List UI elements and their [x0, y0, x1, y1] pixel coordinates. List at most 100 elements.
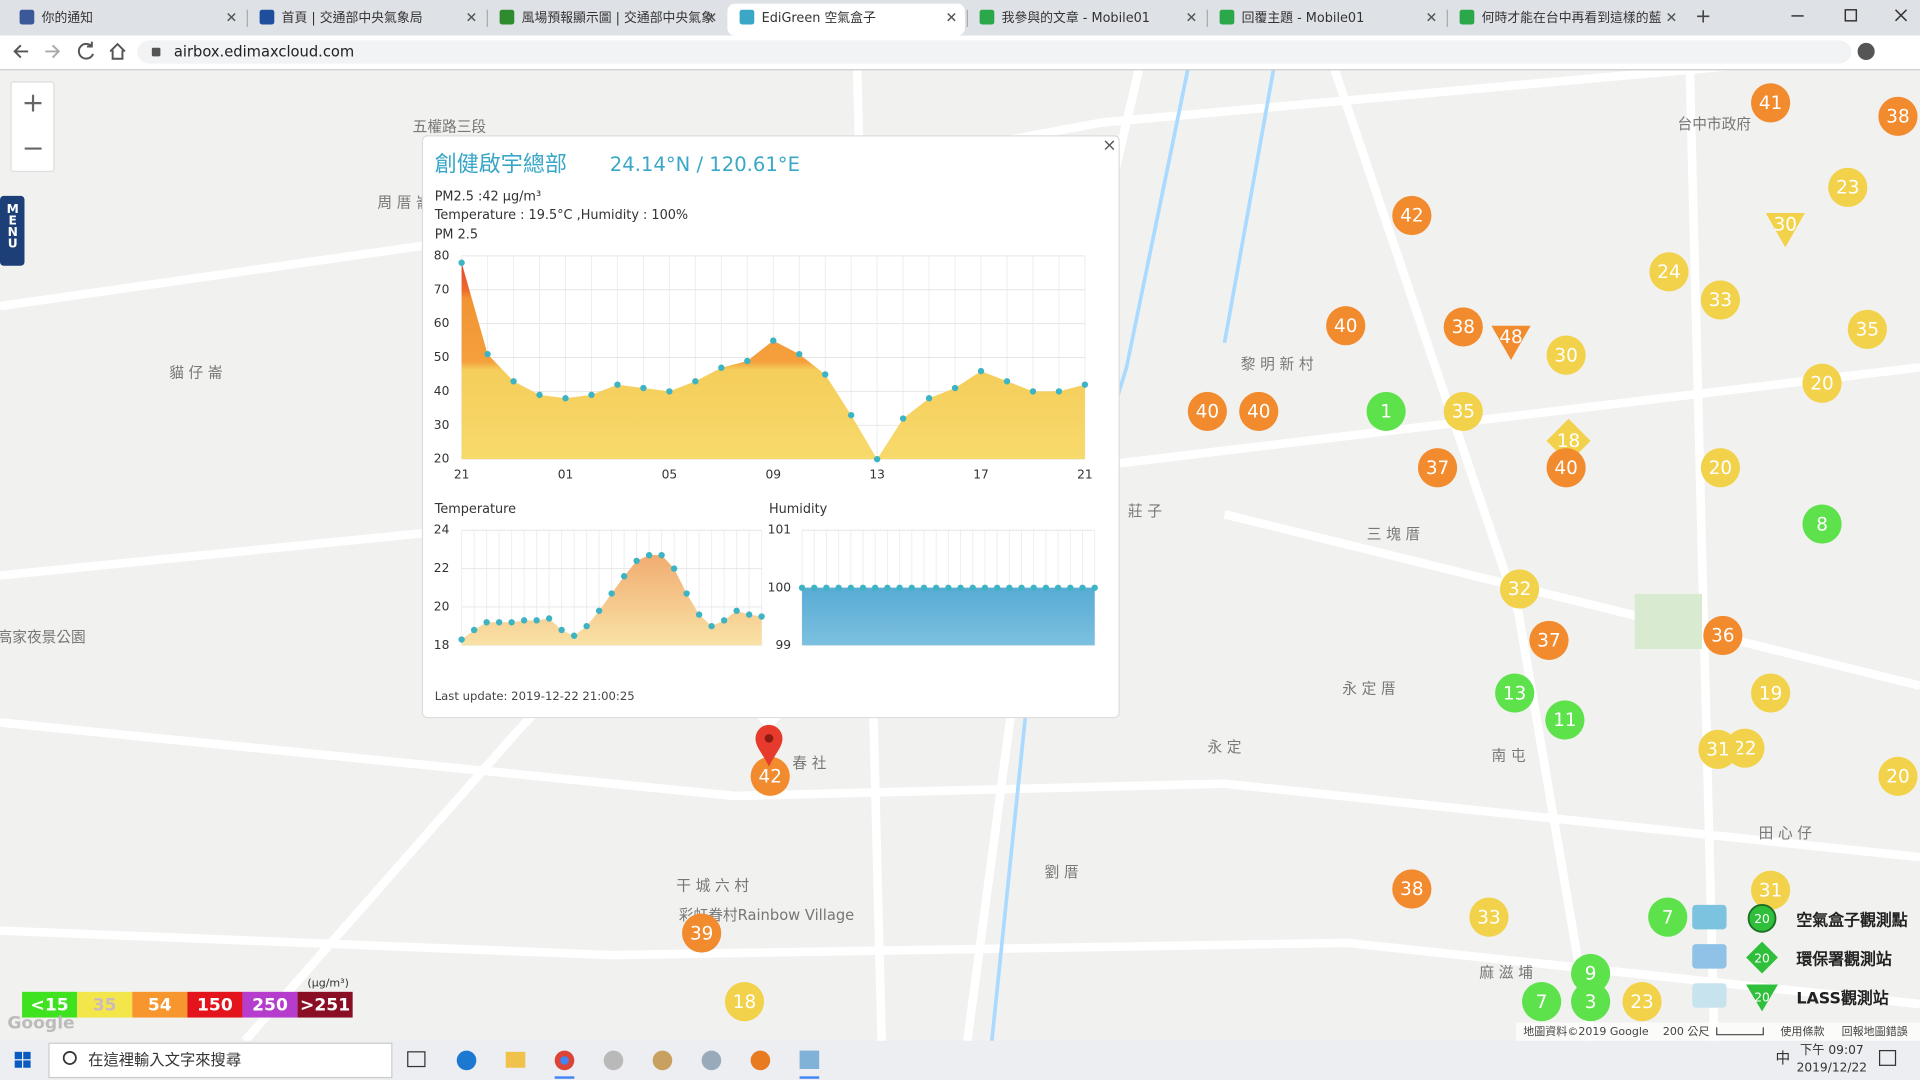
marker-value[interactable]: 38 — [1452, 317, 1475, 338]
tab-title[interactable]: EdiGreen 空氣盒子 — [762, 10, 876, 26]
footer-text[interactable]: 使用條款 — [1780, 1024, 1824, 1038]
notifications[interactable] — [1878, 1050, 1897, 1066]
tab-close[interactable] — [1667, 12, 1676, 22]
marker-value[interactable]: 32 — [1508, 579, 1531, 600]
marker-value[interactable]: 20 — [1886, 767, 1909, 788]
marker-value[interactable]: 13 — [1503, 683, 1526, 704]
tab-close[interactable] — [227, 12, 236, 22]
marker-value[interactable]: 41 — [1759, 93, 1782, 114]
marker-circle[interactable] — [1443, 307, 1483, 347]
marker-circle[interactable] — [1546, 335, 1586, 375]
footer-text[interactable]: 回報地圖錯誤 — [1842, 1024, 1908, 1038]
marker-value[interactable]: 19 — [1759, 683, 1782, 704]
window-controls[interactable] — [1791, 9, 1908, 22]
marker-circle[interactable] — [1392, 195, 1432, 236]
marker-circle[interactable] — [1751, 870, 1791, 910]
marker-value[interactable]: 18 — [733, 992, 756, 1013]
tab-close[interactable] — [707, 12, 716, 22]
marker-value[interactable]: 36 — [1711, 626, 1734, 647]
marker-circle[interactable] — [1443, 391, 1483, 432]
start-button[interactable] — [14, 1051, 31, 1068]
marker-value[interactable]: 7 — [1536, 992, 1548, 1013]
marker-triangle[interactable] — [1491, 325, 1531, 360]
marker-circle[interactable] — [1878, 96, 1918, 136]
marker-value[interactable]: 38 — [1886, 107, 1909, 128]
marker-value[interactable]: 7 — [1662, 907, 1674, 928]
tab-title[interactable]: 你的通知 — [42, 10, 93, 26]
marker-circle[interactable] — [1571, 953, 1611, 994]
marker-value[interactable]: 40 — [1247, 402, 1270, 423]
marker-value[interactable]: 33 — [1477, 907, 1500, 928]
marker-circle[interactable] — [1187, 391, 1227, 432]
menu-label[interactable]: MENU — [6, 202, 20, 248]
marker-circle[interactable] — [1878, 756, 1918, 796]
marker-value[interactable]: 37 — [1426, 458, 1449, 479]
marker-circle[interactable] — [1326, 306, 1366, 346]
marker-circle[interactable] — [1751, 673, 1791, 713]
marker-value[interactable]: 31 — [1759, 880, 1782, 901]
marker-value[interactable]: 24 — [1657, 262, 1680, 283]
marker-value[interactable]: 38 — [1400, 879, 1423, 900]
url[interactable]: airbox.edimaxcloud.com — [174, 44, 354, 61]
marker-circle[interactable] — [1239, 391, 1279, 432]
tab-title[interactable]: 回覆主題 - Mobile01 — [1242, 11, 1365, 26]
marker-circle[interactable] — [750, 756, 790, 796]
popup-close[interactable]: × — [1102, 136, 1116, 156]
marker-value[interactable]: 40 — [1554, 458, 1577, 479]
marker-value[interactable]: 37 — [1537, 631, 1560, 652]
marker-value[interactable]: 22 — [1733, 738, 1756, 759]
tab-close[interactable] — [1427, 12, 1436, 22]
marker-circle[interactable] — [1751, 83, 1791, 123]
marker-value[interactable]: 48 — [1499, 327, 1522, 348]
marker-circle[interactable] — [1802, 504, 1842, 544]
marker-value[interactable]: 40 — [1334, 316, 1357, 337]
tab-title[interactable]: 風場預報顯示圖 | 交通部中央氣象 — [522, 10, 714, 26]
tab-title[interactable]: 首頁 | 交通部中央氣象局 — [282, 10, 423, 26]
marker-triangle[interactable] — [1765, 213, 1805, 248]
marker-circle[interactable] — [1522, 982, 1562, 1022]
marker-value[interactable]: 35 — [1452, 402, 1475, 423]
marker-circle[interactable] — [1495, 673, 1535, 713]
marker-value[interactable]: 23 — [1836, 178, 1859, 199]
marker-value[interactable]: 3 — [1585, 992, 1597, 1013]
marker-value[interactable]: 39 — [690, 923, 713, 944]
marker-circle[interactable] — [724, 982, 765, 1022]
marker-circle[interactable] — [1648, 897, 1688, 937]
marker-circle[interactable] — [1500, 569, 1540, 609]
tab-close[interactable] — [947, 12, 956, 22]
marker-circle[interactable] — [1417, 448, 1458, 488]
clock-time[interactable]: 下午 09:07 — [1800, 1043, 1864, 1057]
marker-value[interactable]: 11 — [1553, 710, 1576, 731]
marker-circle[interactable] — [1828, 167, 1868, 207]
tab-active[interactable] — [727, 3, 965, 36]
marker-circle[interactable] — [1392, 869, 1432, 909]
marker-circle[interactable] — [1622, 982, 1662, 1022]
nav-buttons[interactable] — [13, 41, 126, 60]
marker-value[interactable]: 35 — [1856, 320, 1879, 341]
marker-value[interactable]: 18 — [1557, 431, 1580, 452]
tab-title[interactable]: 何時才能在台中再看到這樣的藍 — [1482, 10, 1662, 26]
zoom-in[interactable]: + — [22, 88, 45, 119]
marker-circle[interactable] — [1545, 700, 1585, 740]
menu-tab[interactable] — [0, 195, 25, 266]
marker-circle[interactable] — [1571, 982, 1611, 1022]
marker-value[interactable]: 9 — [1585, 964, 1597, 985]
profile-icon[interactable] — [1857, 42, 1875, 60]
marker-circle[interactable] — [1649, 252, 1689, 292]
new-tab[interactable]: + — [1695, 5, 1711, 28]
marker-circle[interactable] — [1529, 620, 1569, 660]
marker-value[interactable]: 30 — [1774, 214, 1797, 235]
marker-circle[interactable] — [1698, 729, 1738, 769]
marker-value[interactable]: 20 — [1709, 458, 1732, 479]
marker-value[interactable]: 31 — [1706, 740, 1729, 761]
omnibox[interactable] — [137, 40, 1852, 64]
zoom-out[interactable]: − — [22, 133, 45, 164]
marker-value[interactable]: 30 — [1554, 345, 1577, 366]
search-placeholder[interactable]: 在這裡輸入文字來搜尋 — [88, 1051, 241, 1069]
marker-value[interactable]: 20 — [1810, 373, 1833, 394]
marker-circle[interactable] — [1703, 615, 1743, 656]
marker-circle[interactable] — [1802, 363, 1842, 403]
marker-value[interactable]: 40 — [1196, 402, 1219, 423]
marker-circle[interactable] — [1700, 280, 1740, 320]
clock-date[interactable]: 2019/12/22 — [1797, 1060, 1868, 1074]
